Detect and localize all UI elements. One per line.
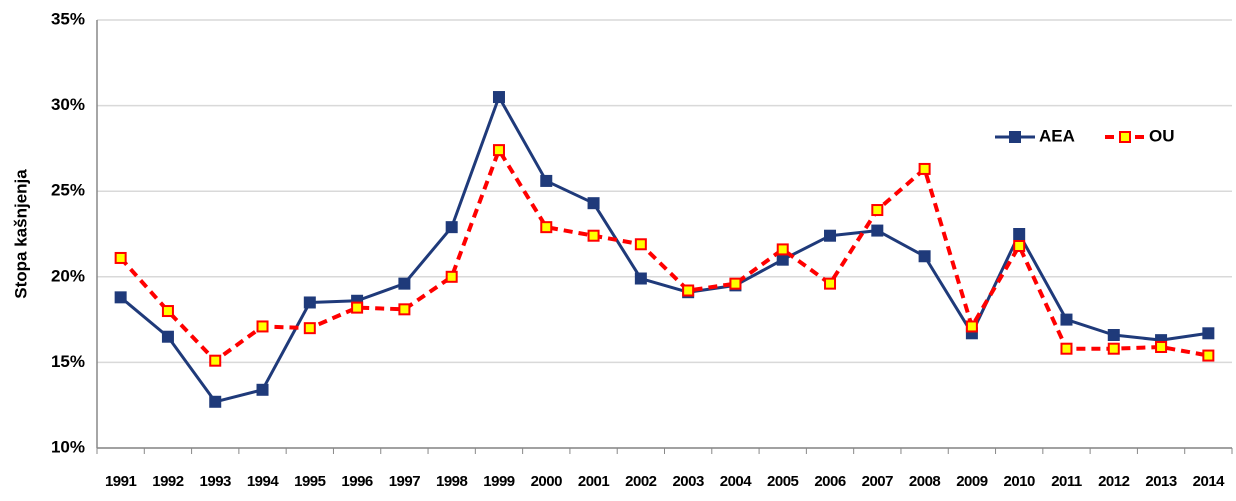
marker <box>824 229 837 242</box>
x-tick-label: 2004 <box>720 473 753 490</box>
y-tick-label: 25% <box>51 181 85 200</box>
x-tick-label: 1994 <box>247 473 280 490</box>
marker <box>445 221 458 234</box>
legend-marker <box>1119 131 1131 143</box>
y-tick-label: 30% <box>51 95 85 114</box>
marker <box>161 330 174 343</box>
legend-label: OU <box>1149 126 1175 145</box>
x-tick-label: 1992 <box>152 473 184 490</box>
marker <box>209 395 222 408</box>
marker <box>918 162 931 175</box>
marker <box>398 277 411 290</box>
marker <box>1060 313 1073 326</box>
marker <box>445 270 458 283</box>
y-tick-label: 15% <box>51 352 85 371</box>
marker <box>776 253 789 266</box>
marker <box>540 221 553 234</box>
marker <box>776 243 789 256</box>
marker <box>634 272 647 285</box>
marker <box>209 354 222 367</box>
x-tick-label: 2013 <box>1145 473 1177 490</box>
marker <box>351 301 364 314</box>
y-tick-label: 10% <box>51 437 85 456</box>
series-line <box>119 95 1209 404</box>
x-tick-label: 2005 <box>767 473 799 490</box>
x-tick-label: 2008 <box>909 473 941 490</box>
x-tick-label: 1995 <box>294 473 326 490</box>
x-tick-label: 2003 <box>672 473 704 490</box>
y-tick-label: 20% <box>51 266 85 285</box>
x-tick-label: 1999 <box>483 473 515 490</box>
marker <box>682 284 695 297</box>
y-axis-label: Stopa kašnjenja <box>11 169 30 299</box>
marker <box>918 250 931 263</box>
marker <box>303 296 316 309</box>
y-tick-label: 35% <box>51 9 85 28</box>
marker <box>1107 329 1120 342</box>
marker <box>1060 342 1073 355</box>
marker <box>256 320 269 333</box>
marker <box>303 322 316 335</box>
marker <box>114 251 127 264</box>
legend-label: AEA <box>1039 126 1075 145</box>
marker <box>729 277 742 290</box>
x-tick-label: 2006 <box>814 473 846 490</box>
x-tick-label: 2014 <box>1193 473 1226 490</box>
marker <box>398 303 411 316</box>
marker <box>1202 327 1215 340</box>
marker <box>587 197 600 210</box>
x-tick-label: 2012 <box>1098 473 1130 490</box>
marker <box>871 204 884 217</box>
x-tick-label: 1993 <box>200 473 232 490</box>
marker <box>161 305 174 318</box>
x-tick-label: 2007 <box>862 473 894 490</box>
x-tick-label: 2010 <box>1004 473 1036 490</box>
series-line <box>119 148 1209 363</box>
x-tick-label: 2001 <box>578 473 610 490</box>
marker <box>492 144 505 157</box>
marker <box>1107 342 1120 355</box>
marker <box>114 291 127 304</box>
x-tick-label: 1991 <box>105 473 137 490</box>
marker <box>634 238 647 251</box>
x-tick-label: 2000 <box>531 473 563 490</box>
marker <box>540 174 553 187</box>
marker <box>1202 349 1215 362</box>
marker <box>965 320 978 333</box>
marker <box>587 229 600 242</box>
marker <box>824 277 837 290</box>
marker <box>1013 228 1026 240</box>
x-tick-label: 1997 <box>389 473 421 490</box>
marker <box>871 224 884 237</box>
marker <box>256 383 269 396</box>
x-tick-label: 2009 <box>956 473 988 490</box>
x-tick-label: 2002 <box>625 473 657 490</box>
marker <box>1013 239 1026 252</box>
x-tick-label: 2011 <box>1051 473 1082 490</box>
marker <box>492 91 505 104</box>
legend-marker <box>1009 131 1021 143</box>
x-tick-label: 1996 <box>341 473 373 490</box>
marker <box>1155 340 1168 353</box>
x-tick-label: 1998 <box>436 473 468 490</box>
